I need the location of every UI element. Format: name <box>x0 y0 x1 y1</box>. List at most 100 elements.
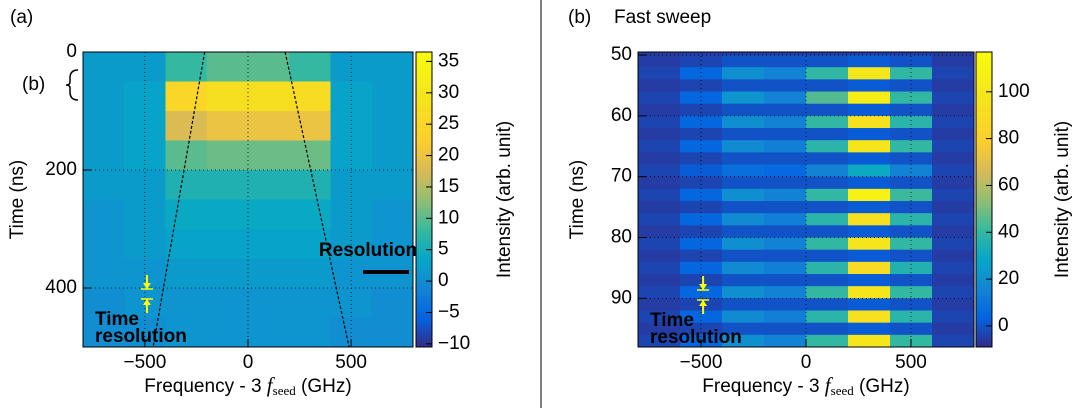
colorbar-slice <box>976 155 992 159</box>
colorbar-slice <box>976 111 992 114</box>
heatmap-cell <box>722 249 765 263</box>
heatmap-cell <box>932 176 975 190</box>
colorbar-slice <box>976 165 992 169</box>
colorbar-slice <box>976 307 992 311</box>
colorbar-slice <box>416 233 432 237</box>
colorbar-slice <box>416 283 432 287</box>
heatmap-cell <box>638 152 681 166</box>
heatmap-cell <box>932 298 975 312</box>
heatmap-cell <box>722 322 765 336</box>
colorbar-slice <box>976 327 992 331</box>
colorbar-slice <box>416 310 432 314</box>
heatmap-cell <box>165 317 208 348</box>
colorbar-slice <box>416 177 432 181</box>
colorbar-slice <box>976 258 992 262</box>
heatmap-cell <box>764 274 807 287</box>
heatmap-cell <box>680 79 723 93</box>
heatmap-cell <box>764 55 807 68</box>
colorbar-slice <box>416 302 432 306</box>
heatmap-cell <box>83 111 125 141</box>
heatmap-cell <box>764 152 807 166</box>
colorbar-slice <box>976 221 992 225</box>
y-tick-label: 80 <box>611 227 632 248</box>
colorbar-slice <box>416 162 432 166</box>
colorbar-slice <box>416 172 432 176</box>
colorbar-slice <box>416 64 432 68</box>
colorbar-slice <box>976 71 992 75</box>
colorbar-slice <box>976 91 992 95</box>
heatmap-cell <box>371 140 414 171</box>
x-axis-label-subscript: seed <box>273 383 297 398</box>
colorbar-slice <box>416 111 432 114</box>
heatmap-cell <box>248 140 290 171</box>
heatmap-cell <box>83 81 125 112</box>
colorbar-slice <box>976 187 992 191</box>
colorbar-slice <box>976 192 992 196</box>
colorbar-label: Intensity (arb. unit) <box>1052 121 1073 278</box>
zoom-bracket <box>65 69 79 101</box>
heatmap-cell <box>680 91 723 105</box>
heatmap-cell <box>289 81 331 112</box>
colorbar-slice <box>416 184 432 188</box>
colorbar-slice <box>416 98 432 102</box>
heatmap-cell <box>806 286 849 299</box>
heatmap-cell <box>248 317 290 348</box>
heatmap-cell <box>806 261 849 275</box>
heatmap-cell <box>722 201 765 214</box>
colorbar-slice <box>416 130 432 134</box>
colorbar-slice <box>976 251 992 255</box>
heatmap-cell <box>680 188 723 202</box>
colorbar-slice <box>416 182 432 186</box>
heatmap-cell <box>806 298 849 312</box>
heatmap-cell <box>680 115 723 129</box>
colorbar-tick-label: −5 <box>438 301 460 322</box>
colorbar-slice <box>416 253 432 257</box>
colorbar-slice <box>416 226 432 230</box>
colorbar-slice <box>976 219 992 223</box>
colorbar-slice <box>976 140 992 144</box>
heatmap-cell <box>806 67 849 80</box>
heatmap-cell <box>848 55 891 68</box>
heatmap-cell <box>932 91 975 105</box>
heatmap-cell <box>848 237 891 251</box>
colorbar-tick-label: 35 <box>438 50 459 71</box>
colorbar-slice <box>416 174 432 178</box>
heatmap-cell <box>638 201 681 214</box>
heatmap-cell <box>806 310 849 324</box>
heatmap-cell <box>890 188 933 202</box>
colorbar-slice <box>976 310 992 314</box>
heatmap-cell <box>722 103 765 117</box>
heatmap-cell <box>848 115 891 129</box>
colorbar-slice <box>976 317 992 321</box>
heatmap-cell <box>890 225 933 239</box>
heatmap-cell <box>722 298 765 312</box>
heatmap-cell <box>806 201 849 214</box>
heatmap-cell <box>680 237 723 251</box>
heatmap-cell <box>165 199 208 230</box>
heatmap-cell <box>206 317 249 348</box>
colorbar-slice <box>416 339 432 343</box>
colorbar-slice <box>416 290 432 294</box>
colorbar-tick-label: 80 <box>998 128 1019 149</box>
colorbar-slice <box>976 167 992 171</box>
heatmap-cell <box>848 79 891 93</box>
colorbar-slice <box>416 236 432 240</box>
heatmap-cell <box>932 334 975 348</box>
heatmap-cell <box>638 225 681 239</box>
colorbar-slice <box>416 128 432 132</box>
heatmap-cell <box>932 79 975 93</box>
colorbar-slice <box>976 214 992 218</box>
heatmap-cell <box>638 249 681 263</box>
heatmap-cell <box>330 140 373 171</box>
colorbar-slice <box>976 113 992 117</box>
heatmap-cell <box>371 81 414 112</box>
colorbar-tick-label: −10 <box>438 333 470 354</box>
colorbar-slice <box>976 130 992 134</box>
colorbar-slice <box>976 160 992 164</box>
colorbar-slice <box>976 206 992 210</box>
heatmap-cell <box>722 55 765 68</box>
heatmap-cell <box>848 152 891 166</box>
colorbar-slice <box>416 209 432 213</box>
colorbar-slice <box>976 273 992 277</box>
colorbar-slice <box>976 295 992 299</box>
